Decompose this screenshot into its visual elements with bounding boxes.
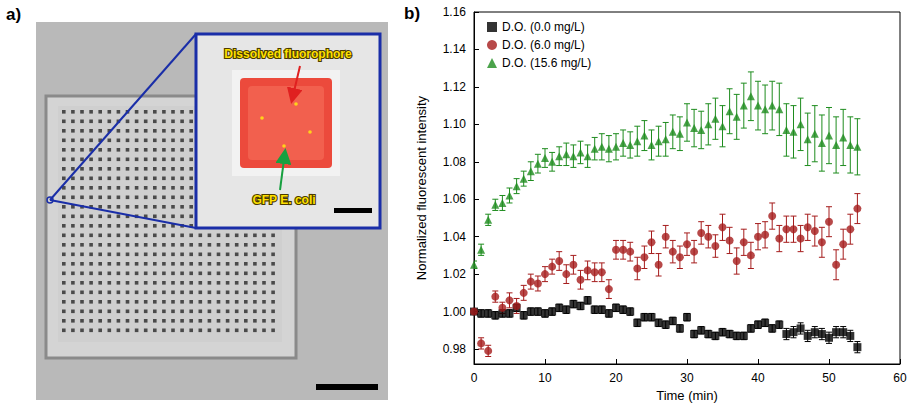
svg-text:0.98: 0.98 — [443, 342, 467, 356]
svg-text:1.12: 1.12 — [443, 80, 467, 94]
svg-text:20: 20 — [609, 371, 623, 385]
html-text:b): b) — [404, 4, 420, 23]
svg-text:50: 50 — [822, 371, 836, 385]
svg-text:1.04: 1.04 — [443, 230, 467, 244]
svg-text:1.06: 1.06 — [443, 192, 467, 206]
svg-text:D.O. (0.0 mg/L): D.O. (0.0 mg/L) — [502, 20, 585, 34]
svg-text:1.10: 1.10 — [443, 117, 467, 131]
svg-text:D.O. (6.0 mg/L): D.O. (6.0 mg/L) — [502, 38, 585, 52]
svg-text:Normalized fluorescent intensi: Normalized fluorescent intensity — [414, 95, 429, 280]
svg-text:40: 40 — [751, 371, 765, 385]
svg-text:Time (min): Time (min) — [656, 388, 718, 403]
svg-text:1.00: 1.00 — [443, 305, 467, 319]
svg-text:GFP E. coli: GFP E. coli — [252, 193, 315, 207]
svg-text:30: 30 — [680, 371, 694, 385]
svg-text:1.14: 1.14 — [443, 42, 467, 56]
svg-text:10: 10 — [538, 371, 552, 385]
svg-text:1.02: 1.02 — [443, 267, 467, 281]
svg-text:1.08: 1.08 — [443, 155, 467, 169]
svg-text:a): a) — [6, 5, 21, 24]
svg-text:0: 0 — [471, 371, 478, 385]
svg-text:60: 60 — [893, 371, 907, 385]
svg-text:Dissolved fluorophore: Dissolved fluorophore — [224, 47, 352, 61]
svg-text:D.O. (15.6 mg/L): D.O. (15.6 mg/L) — [502, 56, 591, 70]
svg-text:1.16: 1.16 — [443, 5, 467, 19]
